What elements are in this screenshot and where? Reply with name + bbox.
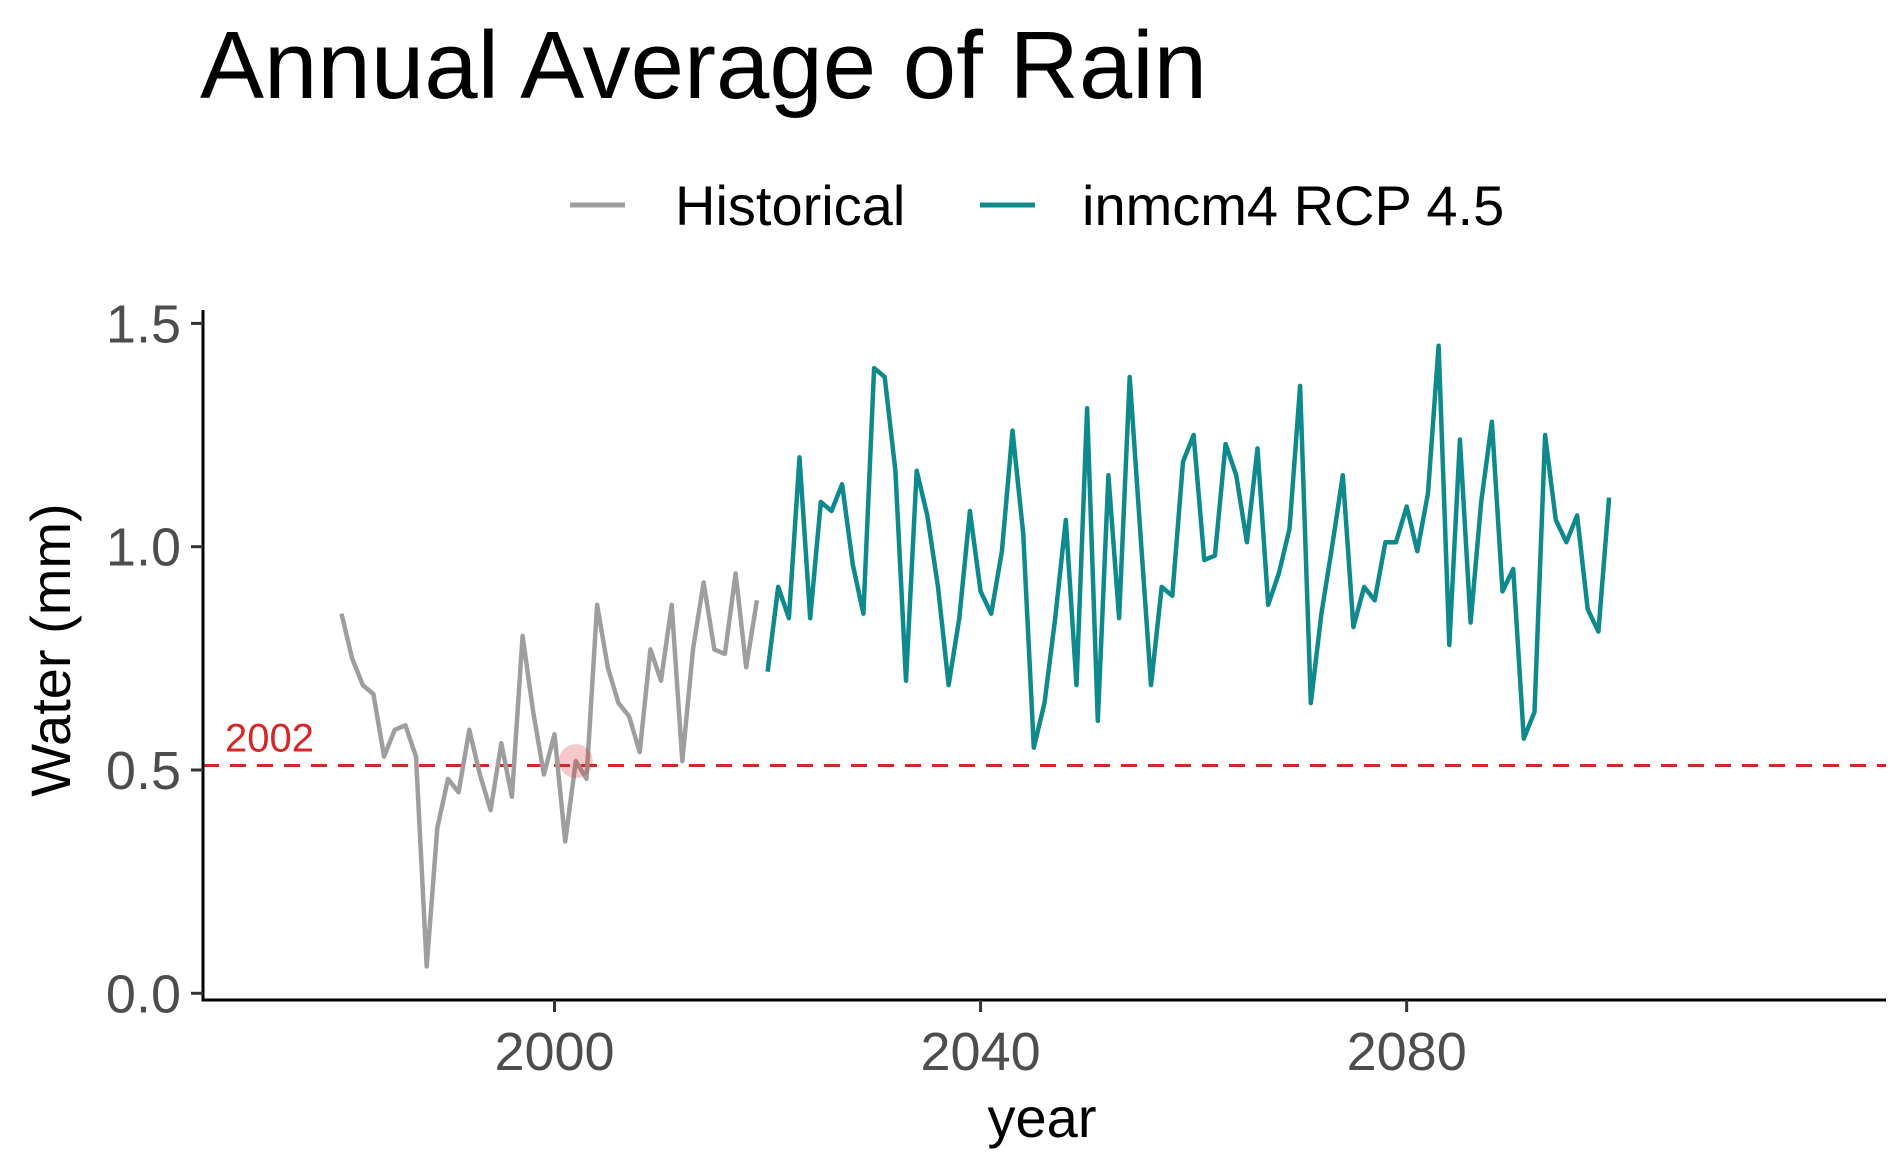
reference-layer: 2002 bbox=[203, 717, 1886, 768]
x-axis-ticks: 2000 2040 2080 bbox=[494, 1000, 1467, 1082]
legend-label: inmcm4 RCP 4.5 bbox=[1082, 174, 1504, 237]
series-line-0 bbox=[339, 571, 760, 969]
x-tick-label: 2000 bbox=[494, 1022, 614, 1082]
highlight-point bbox=[558, 744, 593, 779]
reference-line-label: 2002 bbox=[225, 717, 314, 761]
highlight-layer bbox=[558, 744, 593, 779]
x-axis-title: year bbox=[988, 1086, 1097, 1149]
legend-label: Historical bbox=[675, 174, 905, 237]
series-line-1 bbox=[765, 343, 1612, 750]
y-tick-label: 0.0 bbox=[106, 964, 181, 1024]
y-tick-label: 1.0 bbox=[106, 518, 181, 578]
y-axis-ticks: 0.0 0.5 1.0 1.5 bbox=[106, 294, 203, 1024]
x-tick-label: 2080 bbox=[1347, 1022, 1467, 1082]
y-axis-title: Water (mm) bbox=[19, 503, 82, 796]
series-layer bbox=[339, 343, 1612, 969]
legend: Historical inmcm4 RCP 4.5 bbox=[570, 174, 1504, 237]
y-tick-label: 1.5 bbox=[106, 294, 181, 354]
chart-title: Annual Average of Rain bbox=[200, 12, 1207, 119]
y-tick-label: 0.5 bbox=[106, 741, 181, 801]
x-tick-label: 2040 bbox=[921, 1022, 1041, 1082]
